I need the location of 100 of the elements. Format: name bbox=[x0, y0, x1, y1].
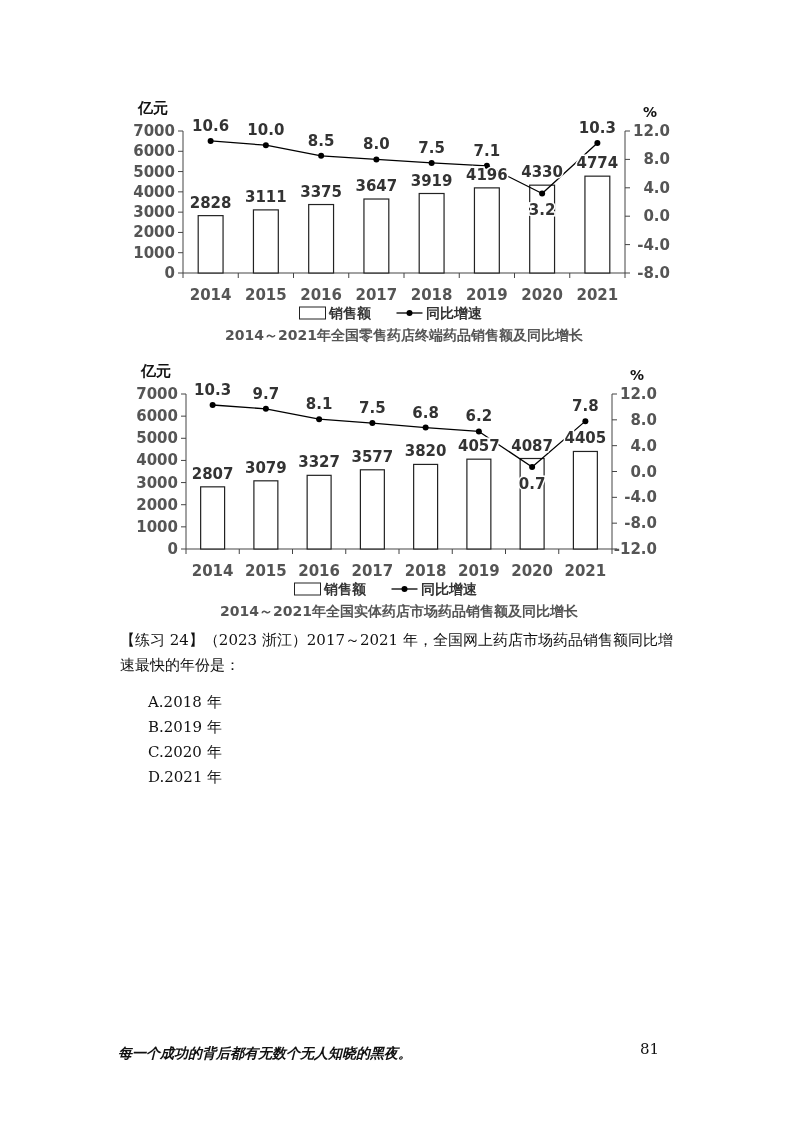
legend-label: 同比增速 bbox=[425, 305, 483, 321]
point bbox=[209, 401, 216, 408]
data-label: 2807 bbox=[191, 464, 234, 483]
y2-tick-label: 4.0 bbox=[643, 178, 670, 197]
point bbox=[262, 142, 269, 149]
data-label: 3820 bbox=[404, 442, 447, 461]
y2-tick-label: -12.0 bbox=[613, 540, 657, 558]
x-tick-label: 2018 bbox=[410, 286, 453, 304]
data-label: 4774 bbox=[576, 154, 619, 173]
text: A.2018 年 bbox=[148, 693, 222, 712]
x-tick-label: 2016 bbox=[298, 562, 340, 580]
bar bbox=[306, 474, 332, 550]
data-label: 4196 bbox=[466, 165, 508, 184]
y-tick-label: 5000 bbox=[136, 429, 178, 448]
y-tick-label: 7000 bbox=[133, 122, 175, 140]
y2-axis-title: % bbox=[642, 104, 658, 120]
x-tick-label: 2021 bbox=[576, 286, 619, 304]
point bbox=[428, 159, 435, 166]
x-tick-label: 2017 bbox=[351, 562, 394, 580]
data-label: 10.3 bbox=[194, 380, 232, 399]
point bbox=[422, 424, 429, 431]
data-label: 3327 bbox=[298, 453, 340, 472]
text: B.2019 年 bbox=[148, 718, 222, 737]
point bbox=[262, 405, 269, 412]
bar bbox=[200, 486, 226, 550]
data-label: 7.5 bbox=[359, 399, 386, 418]
bar bbox=[308, 203, 335, 274]
legend-label: 同比增速 bbox=[420, 581, 478, 597]
point bbox=[539, 190, 546, 197]
data-label: 7.8 bbox=[572, 397, 599, 416]
y2-tick-label: 8.0 bbox=[630, 410, 657, 429]
data-label: 3079 bbox=[245, 458, 287, 477]
y-tick-label: 7000 bbox=[136, 385, 178, 403]
text: D.2021 年 bbox=[148, 768, 223, 787]
data-label: 9.7 bbox=[252, 384, 280, 403]
text: C.2020 年 bbox=[148, 743, 222, 762]
text: 81 bbox=[640, 1040, 660, 1058]
legend-label: 销售额 bbox=[327, 305, 372, 321]
data-label: 4057 bbox=[458, 437, 500, 456]
data-label: 10.6 bbox=[192, 116, 230, 135]
x-tick-label: 2017 bbox=[355, 286, 398, 304]
y-tick-label: 4000 bbox=[133, 182, 175, 201]
text: 2014～2021年全国零售药店终端药品销售额及同比增长 bbox=[225, 327, 584, 343]
x-tick-label: 2018 bbox=[404, 562, 447, 580]
data-label: 4087 bbox=[511, 436, 553, 455]
bar bbox=[359, 469, 385, 550]
y2-tick-label: -4.0 bbox=[624, 488, 657, 507]
data-label: 7.1 bbox=[473, 141, 501, 160]
y-axis-title: 亿元 bbox=[140, 362, 171, 380]
data-label: 3647 bbox=[355, 177, 398, 196]
y2-tick-label: 0.0 bbox=[643, 207, 670, 226]
y2-tick-label: -8.0 bbox=[637, 264, 670, 282]
bar bbox=[413, 463, 439, 550]
y-tick-label: 3000 bbox=[136, 473, 178, 492]
point bbox=[594, 140, 601, 147]
data-label: 10.3 bbox=[578, 119, 616, 138]
y-tick-label: 4000 bbox=[136, 451, 178, 470]
y-tick-label: 0 bbox=[164, 264, 175, 282]
data-label: 6.8 bbox=[412, 403, 439, 422]
x-tick-label: 2020 bbox=[521, 286, 563, 304]
point bbox=[207, 137, 214, 144]
data-label: 4405 bbox=[564, 429, 607, 448]
x-tick-label: 2019 bbox=[466, 286, 508, 304]
y2-tick-label: 12.0 bbox=[619, 385, 657, 403]
point bbox=[529, 463, 536, 470]
bar bbox=[572, 450, 598, 550]
x-tick-label: 2015 bbox=[245, 562, 287, 580]
y2-tick-label: 8.0 bbox=[643, 150, 670, 169]
y2-tick-label: -4.0 bbox=[637, 235, 670, 254]
text: 【练习 24】（2023 浙江）2017～2021 年，全国网上药店市场药品销售额同比增速最快的年份是： bbox=[120, 630, 674, 676]
data-label: 6.2 bbox=[465, 407, 493, 426]
legend-label: 销售额 bbox=[322, 581, 367, 597]
y2-axis-title: % bbox=[629, 367, 645, 383]
point bbox=[475, 428, 482, 435]
text: 2014～2021年全国实体药店市场药品销售额及同比增长 bbox=[220, 603, 579, 619]
y-tick-label: 2000 bbox=[133, 223, 175, 242]
point bbox=[318, 152, 325, 159]
bar bbox=[584, 175, 611, 274]
y2-tick-label: 12.0 bbox=[632, 122, 670, 140]
data-label: 3375 bbox=[300, 182, 342, 201]
data-label: 4330 bbox=[521, 163, 563, 182]
y-tick-label: 1000 bbox=[136, 517, 178, 536]
bar bbox=[197, 215, 224, 274]
y-tick-label: 6000 bbox=[133, 142, 175, 161]
x-tick-label: 2021 bbox=[564, 562, 607, 580]
bar bbox=[418, 192, 445, 274]
point bbox=[316, 416, 323, 423]
bar bbox=[363, 198, 390, 274]
x-tick-label: 2020 bbox=[511, 562, 553, 580]
data-label: 3111 bbox=[245, 187, 287, 206]
y2-tick-label: 4.0 bbox=[630, 436, 657, 455]
y2-tick-label: -8.0 bbox=[624, 514, 657, 533]
point bbox=[373, 156, 380, 163]
text: 每一个成功的背后都有无数个无人知晓的黑夜。 bbox=[118, 1045, 412, 1063]
x-tick-label: 2015 bbox=[245, 286, 287, 304]
x-tick-label: 2014 bbox=[191, 562, 234, 580]
y-axis-title: 亿元 bbox=[137, 99, 168, 117]
data-label: 7.5 bbox=[418, 138, 445, 157]
x-tick-label: 2014 bbox=[189, 286, 232, 304]
data-label: 2828 bbox=[189, 193, 232, 212]
